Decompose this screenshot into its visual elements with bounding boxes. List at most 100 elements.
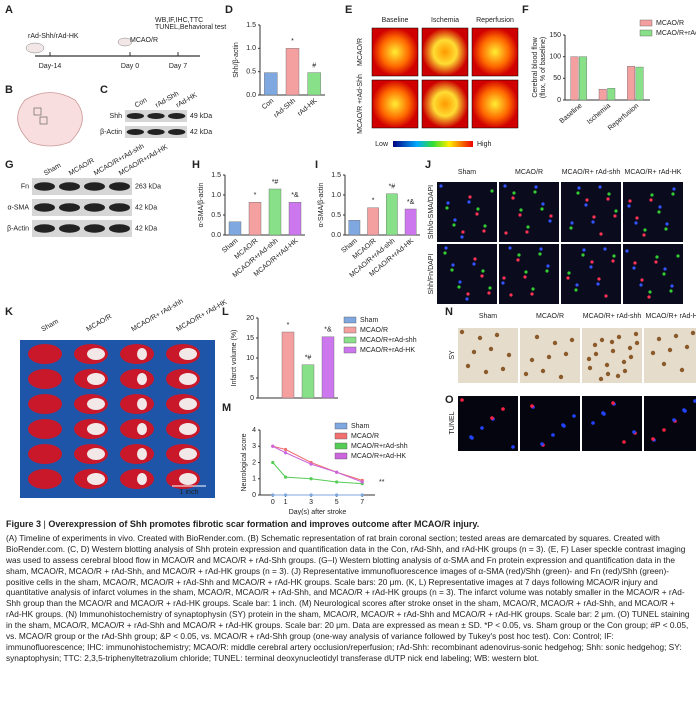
infarct bbox=[137, 423, 147, 435]
infarct bbox=[87, 423, 105, 435]
nucleus bbox=[501, 407, 505, 411]
bar bbox=[268, 188, 282, 236]
blot-band bbox=[167, 129, 186, 135]
x-tick-label: Ischemia bbox=[586, 103, 612, 126]
legend-swatch bbox=[343, 326, 357, 334]
cell bbox=[545, 269, 549, 273]
cell bbox=[576, 191, 580, 195]
cell bbox=[509, 293, 513, 297]
blot-band bbox=[59, 224, 80, 233]
cell bbox=[475, 212, 479, 216]
speckle-image bbox=[371, 79, 419, 129]
infarct bbox=[87, 473, 105, 485]
y-axis-label: Shh/β-actin bbox=[233, 42, 240, 78]
stained-cell bbox=[534, 334, 540, 340]
panel-label: H bbox=[192, 159, 200, 171]
cell bbox=[577, 186, 581, 190]
legend-label: MCAO/R+rAd-HK bbox=[351, 453, 406, 460]
significance: # bbox=[312, 62, 316, 69]
stained-cell bbox=[465, 363, 471, 369]
mouse-icon bbox=[25, 42, 45, 54]
significance: *# bbox=[272, 179, 279, 186]
x-tick-label: 5 bbox=[335, 499, 339, 506]
point bbox=[283, 493, 288, 497]
cell bbox=[481, 269, 485, 273]
infarct bbox=[137, 373, 147, 385]
stained-cell bbox=[483, 369, 489, 375]
point bbox=[271, 493, 275, 497]
infarct bbox=[137, 448, 147, 460]
significance: *& bbox=[407, 199, 415, 206]
colorbar-label: Low bbox=[375, 141, 389, 148]
y-tick-label: 0 bbox=[250, 395, 254, 402]
stained-cell bbox=[500, 366, 506, 372]
cell bbox=[625, 249, 629, 253]
y-tick-label: 150 bbox=[549, 32, 561, 39]
y-tick-label: 0.5 bbox=[246, 69, 256, 76]
y-tick-label: 20 bbox=[246, 315, 254, 322]
stained-cell bbox=[656, 336, 662, 342]
y-tick-label: 1.0 bbox=[246, 45, 256, 52]
nucleus bbox=[572, 414, 576, 418]
y-axis-label: Neurological score bbox=[241, 433, 248, 491]
y-tick-label: 0.0 bbox=[246, 92, 256, 99]
stained-cell bbox=[650, 350, 656, 356]
cell bbox=[531, 287, 535, 291]
cell bbox=[487, 291, 491, 295]
cell bbox=[613, 214, 617, 218]
bar bbox=[578, 56, 587, 101]
stained-cell bbox=[604, 362, 610, 368]
cell bbox=[569, 226, 573, 230]
row-label: SY bbox=[449, 350, 456, 360]
infarct bbox=[179, 373, 197, 385]
cell bbox=[648, 290, 652, 294]
panel-label: F bbox=[522, 4, 529, 16]
nucleus bbox=[469, 435, 473, 439]
stained-cell bbox=[494, 332, 500, 338]
stained-cell bbox=[459, 329, 465, 335]
nucleus bbox=[530, 404, 534, 408]
bar bbox=[627, 65, 636, 101]
if-image bbox=[623, 182, 683, 242]
cell bbox=[627, 204, 631, 208]
stained-cell bbox=[586, 356, 592, 362]
cell bbox=[592, 215, 596, 219]
nucleus bbox=[460, 398, 464, 402]
legend-label: MCAO/R+rAd-HK bbox=[360, 347, 415, 354]
nucleus bbox=[682, 408, 686, 412]
blot-band bbox=[109, 224, 130, 233]
infarct bbox=[87, 373, 105, 385]
row-label: Shh/α-SMA/DAPI bbox=[428, 185, 435, 239]
speckle-image bbox=[471, 79, 519, 129]
y-tick-label: 1.5 bbox=[246, 22, 256, 29]
cell bbox=[452, 223, 456, 227]
bar bbox=[264, 72, 278, 96]
size-label: 263 kDa bbox=[135, 183, 161, 190]
y-tick-label: 0 bbox=[252, 492, 256, 499]
cell bbox=[650, 193, 654, 197]
nucleus bbox=[632, 430, 636, 434]
cell bbox=[598, 185, 602, 189]
stained-cell bbox=[563, 351, 569, 357]
bar bbox=[598, 88, 607, 101]
cell bbox=[446, 201, 450, 205]
infarct bbox=[137, 348, 147, 360]
stained-cell bbox=[667, 347, 673, 353]
cell bbox=[439, 184, 443, 188]
point bbox=[309, 477, 313, 481]
blot-band bbox=[84, 224, 105, 233]
nucleus bbox=[662, 428, 666, 432]
x-tick-label: Con bbox=[261, 98, 275, 112]
stained-cell bbox=[592, 342, 598, 348]
legend-swatch bbox=[334, 452, 348, 460]
point bbox=[360, 493, 364, 497]
cell bbox=[549, 214, 553, 218]
x-tick-label: rAd-HK bbox=[297, 97, 319, 117]
point bbox=[283, 447, 288, 452]
point bbox=[309, 462, 313, 466]
cell bbox=[482, 229, 486, 233]
size-label: 42 kDa bbox=[190, 129, 212, 136]
blot-band bbox=[109, 203, 130, 212]
nucleus bbox=[601, 411, 605, 415]
timeline-day: Day-14 bbox=[39, 63, 62, 70]
